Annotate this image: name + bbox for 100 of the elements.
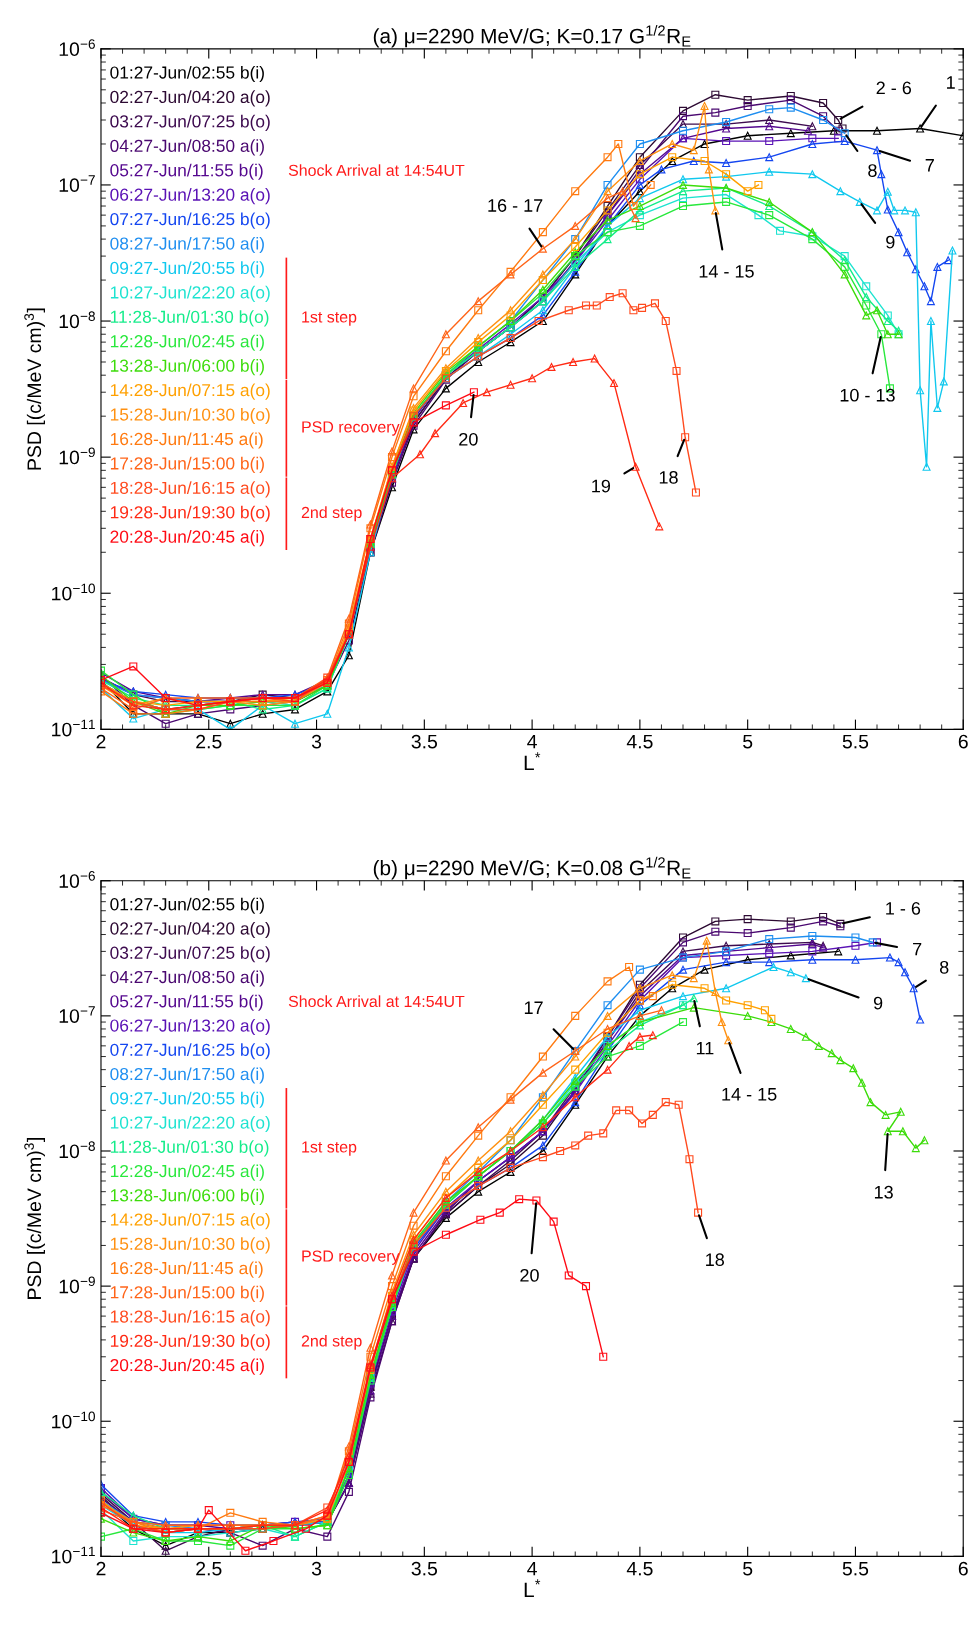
annotation: 18 [706, 1253, 725, 1267]
y-tick-label: 10$^{−8}$ [59, 1141, 95, 1159]
annotation: 9 [873, 996, 883, 1010]
text: 16:28-Jun/11:45 a(i) [110, 1261, 263, 1278]
text: 17:28-Jun/15:00 b(i) [110, 456, 264, 473]
annotation: 20 [459, 432, 478, 446]
x-tick-label: 6 [958, 734, 968, 749]
annotation: 16 - 17 [488, 199, 543, 212]
y-tick-label: 10$^{−6}$ [59, 871, 95, 888]
y-tick-label: 10$^{−11}$ [52, 719, 95, 737]
text: 05:27-Jun/11:55 b(i) [110, 163, 263, 180]
text: 13:28-Jun/06:00 b(i) [110, 359, 264, 376]
text: 02:27-Jun/04:20 a(o) [110, 921, 270, 939]
annotation: 1 - 6 [886, 901, 921, 915]
x-tick-label: 3 [311, 1561, 322, 1576]
y-tick-label: 10$^{−6}$ [59, 39, 95, 57]
text: 18:28-Jun/16:15 a(o) [110, 1309, 270, 1327]
text: 09:27-Jun/20:55 b(i) [110, 261, 264, 278]
annotation: 14 - 15 [699, 265, 754, 278]
y-axis-title: PSD [(c/MeV cm)$^{3}$] [24, 1138, 45, 1299]
x-tick-label: 4 [527, 1561, 537, 1576]
y-tick-label: 10$^{−8}$ [59, 311, 95, 329]
text: 10:27-Jun/22:20 a(o) [110, 1115, 270, 1133]
text: 13:28-Jun/06:00 b(i) [110, 1188, 264, 1205]
annotation: 7 [913, 942, 922, 956]
text: 06:27-Jun/13:20 a(o) [110, 1018, 270, 1036]
x-tick-label: 4 [527, 734, 537, 749]
annotation: 1 [947, 76, 955, 89]
text: 05:27-Jun/11:55 b(i) [110, 994, 263, 1011]
annotation: 9 [886, 235, 895, 249]
text: 15:28-Jun/10:30 b(o) [110, 407, 270, 425]
annotation: 18 [659, 470, 678, 484]
x-tick-label: 6 [958, 1561, 968, 1576]
y-tick-label: 10$^{−11}$ [52, 1546, 95, 1564]
x-tick-label: 4.5 [626, 734, 653, 749]
text: 07:27-Jun/16:25 b(o) [110, 212, 270, 229]
x-axis-title: L$^{*}$ [524, 752, 541, 771]
x-tick-label: 5 [743, 1561, 753, 1576]
text: 08:27-Jun/17:50 a(i) [110, 1067, 264, 1084]
x-tick-label: 2 [96, 734, 106, 749]
annotation: Shock Arrival at 14:54UT [288, 164, 465, 177]
text: 14:28-Jun/07:15 a(o) [110, 383, 270, 400]
chart-title: (b) μ=2290 MeV/G; K=0.08 G$^{1/2}$R$_{E}$ [373, 856, 691, 880]
x-tick-label: 3.5 [411, 734, 438, 749]
legend-label: 01:27-Jun/02:55 b(i) [110, 65, 264, 83]
text: 20:28-Jun/20:45 a(i) [110, 530, 264, 547]
y-tick-label: 10$^{−7}$ [59, 1006, 95, 1023]
annotation: 1st step [302, 311, 357, 326]
y-tick-label: 10$^{−10}$ [52, 583, 95, 601]
x-tick-label: 3.5 [411, 1561, 438, 1576]
annotation: 2nd step [301, 1334, 362, 1350]
annotation: PSD recovery [302, 421, 400, 436]
annotation: 19 [592, 479, 611, 493]
annotation: 2nd step [301, 506, 362, 522]
annotation: 1st step [302, 1141, 357, 1156]
y-tick-label: 10$^{−10}$ [52, 1411, 95, 1429]
text: 14:28-Jun/07:15 a(o) [110, 1212, 270, 1230]
text: 15:28-Jun/10:30 b(o) [110, 1237, 270, 1254]
text: 03:27-Jun/07:25 b(o) [110, 114, 270, 131]
text: 02:27-Jun/04:20 a(o) [110, 90, 270, 107]
annotation: 20 [520, 1268, 539, 1282]
text: 16:28-Jun/11:45 a(i) [110, 432, 263, 449]
chart-title: (a) μ=2290 MeV/G; K=0.17 G$^{1/2}$R$_{E}$ [373, 24, 691, 48]
y-tick-label: 10$^{−7}$ [59, 175, 95, 193]
annotation: 11 [696, 1041, 714, 1055]
text: 11:28-Jun/01:30 b(o) [110, 1140, 269, 1157]
annotation: 17 [524, 1001, 543, 1014]
y-tick-label: 10$^{−9}$ [59, 447, 95, 465]
text: 11:28-Jun/01:30 b(o) [110, 310, 269, 327]
annotation: 10 - 13 [840, 388, 895, 402]
annotation: Shock Arrival at 14:54UT [288, 995, 465, 1008]
text: 09:27-Jun/20:55 b(i) [110, 1091, 264, 1108]
text: 18:28-Jun/16:15 a(o) [110, 481, 270, 498]
text: 12:28-Jun/02:45 a(i) [110, 334, 264, 351]
x-axis-title: L$^{*}$ [524, 1579, 541, 1598]
annotation: 8 [939, 960, 949, 974]
text: 07:27-Jun/16:25 b(o) [110, 1043, 270, 1060]
annotation: 14 - 15 [722, 1088, 777, 1101]
text: 03:27-Jun/07:25 b(o) [110, 946, 270, 963]
annotation: 8 [868, 164, 877, 177]
text: 17:28-Jun/15:00 b(i) [110, 1285, 264, 1302]
x-tick-label: 4.5 [626, 1561, 653, 1576]
text: 08:27-Jun/17:50 a(i) [110, 236, 264, 254]
y-axis-title: PSD [(c/MeV cm)$^{3}$] [24, 308, 45, 470]
text: 19:28-Jun/19:30 b(o) [110, 505, 270, 522]
text: 10:27-Jun/22:20 a(o) [110, 285, 270, 302]
text: 19:28-Jun/19:30 b(o) [110, 1334, 270, 1351]
text: 20:28-Jun/20:45 a(i) [110, 1358, 264, 1375]
x-tick-label: 5.5 [842, 1561, 869, 1576]
x-tick-label: 3 [311, 734, 322, 749]
annotation: 13 [874, 1185, 893, 1199]
annotation: 2 - 6 [876, 81, 912, 95]
text: 04:27-Jun/08:50 a(i) [110, 139, 264, 156]
annotation: 7 [925, 159, 934, 172]
text: 04:27-Jun/08:50 a(i) [110, 970, 264, 987]
legend-label: 01:27-Jun/02:55 b(i) [110, 897, 264, 914]
x-tick-label: 2 [96, 1561, 106, 1576]
x-tick-label: 2.5 [196, 734, 222, 749]
text: 12:28-Jun/02:45 a(i) [110, 1164, 264, 1181]
x-tick-label: 2.5 [196, 1561, 222, 1576]
